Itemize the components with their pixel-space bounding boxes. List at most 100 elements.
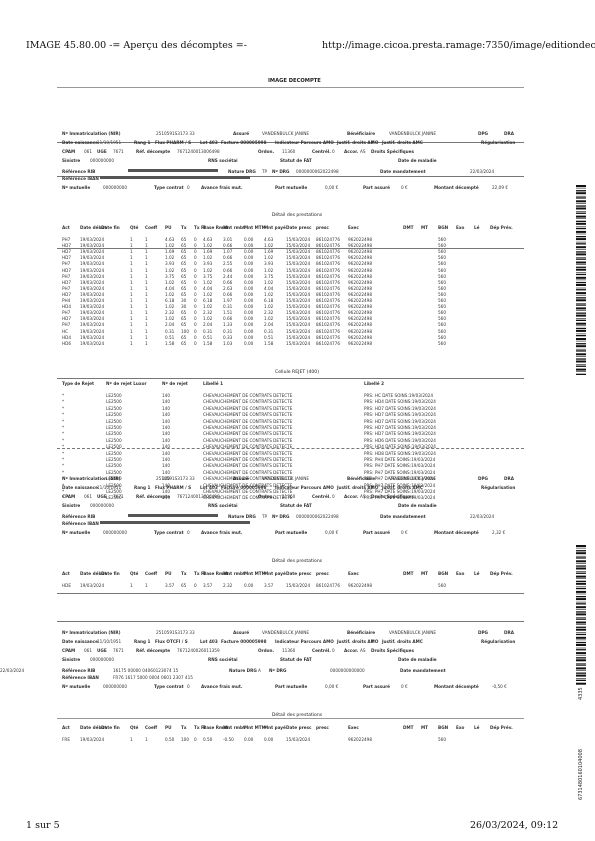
block2-col-header: Qté bbox=[130, 571, 139, 576]
block2-cell: 962022498 bbox=[348, 583, 372, 588]
block2-mutuelle-line: 0,00 € bbox=[325, 530, 339, 535]
barcode-bar bbox=[576, 365, 586, 367]
block1-cell: 560 bbox=[438, 243, 446, 249]
block1-cell: 1.02 bbox=[165, 243, 175, 249]
block2-nir-line: Bénéficiaire bbox=[347, 476, 376, 481]
block1-birth-line: Rang 1 bbox=[134, 140, 151, 145]
block1-cell: 0 bbox=[194, 310, 197, 316]
block1-cell: 1 bbox=[145, 291, 148, 297]
barcode-bar bbox=[576, 664, 586, 666]
block3-sinistre-line: Date de maladie bbox=[398, 657, 437, 662]
barcode-bar bbox=[576, 258, 586, 260]
rejet-cell: LE2500 bbox=[106, 489, 122, 494]
block3-nir-line: Assuré bbox=[233, 630, 250, 635]
block2-col-header: Date fin bbox=[101, 571, 120, 576]
block3-birth-line: 11/10/1951 bbox=[97, 639, 122, 644]
block3-detail-title: Détail des prestations bbox=[271, 713, 323, 718]
block1-cell: 19/03/2024 bbox=[80, 261, 105, 267]
block1-cell: 0 bbox=[194, 322, 197, 328]
rejet-cell: LE2500 bbox=[106, 405, 122, 411]
block1-cell: 1 bbox=[145, 310, 148, 316]
rejet-col-header: Libellé 2 bbox=[364, 381, 385, 386]
block1-iban-label: Référence IBAN bbox=[62, 176, 99, 181]
rejet-cell: LE2500 bbox=[106, 450, 122, 456]
block3-col-header: Base Rmbt bbox=[203, 725, 229, 730]
block1-separator-2 bbox=[57, 176, 524, 177]
barcode-bar bbox=[576, 598, 586, 601]
block1-cell: 1 bbox=[145, 340, 148, 346]
block3-sinistre-line: Statut de FAT bbox=[280, 657, 312, 662]
barcode-bar bbox=[576, 185, 586, 187]
block1-mutuelle-line: 22,09 € bbox=[492, 185, 508, 190]
block2-birth-line: Date naissance bbox=[62, 485, 98, 490]
block2-iban-redacted bbox=[100, 521, 250, 524]
block1-col-header: Date presc bbox=[286, 225, 312, 230]
block3-mutuelle-line: 000000000 bbox=[103, 684, 127, 689]
rejet-cell: * bbox=[62, 495, 65, 501]
rejet-cell: * bbox=[62, 418, 65, 424]
block1-cell: 0.00 bbox=[244, 304, 254, 310]
block1-col-header: PU bbox=[165, 225, 172, 230]
block1-cell: 1 bbox=[130, 316, 133, 322]
barcode-bar bbox=[576, 340, 586, 342]
block1-cell: 861024776 bbox=[316, 304, 340, 310]
block2-cell: 1 bbox=[130, 583, 133, 588]
rejet-cell: 140 bbox=[162, 482, 170, 488]
block1-cell: 4.63 bbox=[165, 237, 175, 242]
block1-cell: 1 bbox=[130, 291, 133, 297]
block3-birth-line: Justif. droits AMO bbox=[337, 639, 379, 644]
block2-birth-line: Régularisation bbox=[481, 485, 516, 490]
barcode-bar bbox=[576, 545, 586, 547]
block1-cell: 0 bbox=[194, 316, 197, 322]
print-header-url[interactable]: http://image.cicoa.presta.ramage:7350/im… bbox=[322, 40, 595, 51]
barcode-bar bbox=[576, 636, 586, 639]
block3-cell: 0.00 bbox=[264, 737, 274, 742]
barcode-bar bbox=[576, 572, 586, 574]
block1-cell: 15/03/2024 bbox=[286, 243, 311, 249]
block1-cell: 861024776 bbox=[316, 298, 340, 303]
block2-mutuelle-line: 0 bbox=[187, 530, 190, 535]
block1-cell: 0.00 bbox=[244, 279, 254, 285]
block3-col-header: Act bbox=[62, 725, 70, 730]
block1-cell: 0.31 bbox=[165, 328, 175, 334]
block1-cell: 560 bbox=[438, 267, 446, 273]
block1-cell: 1.51 bbox=[223, 310, 233, 316]
block1-cell: 1.02 bbox=[264, 304, 274, 310]
block1-cell: 1.33 bbox=[223, 322, 233, 328]
block2-mutuelle-line: 0 € bbox=[401, 530, 408, 535]
rejet-cell: * bbox=[62, 425, 65, 430]
rejet-col-header: Type de Rejet bbox=[62, 381, 95, 386]
block1-cpam-line: 7671240013006498 bbox=[177, 149, 220, 154]
block3-birth-line: Régularisation bbox=[481, 639, 516, 644]
barcode-bar bbox=[576, 563, 586, 564]
block1-col-header: Exec bbox=[348, 225, 359, 230]
barcode-bar bbox=[576, 261, 586, 264]
block2-col-header: Coeff bbox=[145, 571, 158, 576]
block1-cell: 1.97 bbox=[223, 298, 233, 303]
barcode-bar bbox=[576, 565, 586, 567]
block1-cell: 4.04 bbox=[165, 285, 175, 291]
block1-cell: 962022498 bbox=[348, 328, 372, 334]
rejet-cell: CHEVAUCHEMENT DE CONTRATS DETECTE bbox=[203, 393, 293, 398]
rejet-cell: CHEVAUCHEMENT DE CONTRATS DETECTE bbox=[203, 469, 293, 475]
block1-cell: 560 bbox=[438, 261, 446, 267]
block2-birth-line: 11/10/1951 bbox=[97, 485, 122, 490]
block1-cell: 0 bbox=[194, 298, 197, 303]
block1-cpam-line: CPAM bbox=[62, 149, 76, 154]
block2-col-header: BGN bbox=[438, 571, 449, 576]
block1-end-rule bbox=[57, 448, 524, 449]
block1-cell: 19/03/2024 bbox=[80, 334, 105, 340]
block1-cell: 1.69 bbox=[203, 249, 213, 255]
block1-cell: 0 bbox=[194, 273, 197, 279]
barcode-bar bbox=[576, 222, 586, 225]
block3-col-header: Tx bbox=[181, 725, 187, 730]
block1-cell: 0 bbox=[194, 334, 197, 340]
block2-cell: 19/03/2024 bbox=[80, 583, 105, 588]
block1-cell: 0.00 bbox=[244, 334, 254, 340]
block3-birth-line: Lot 403 bbox=[200, 639, 218, 644]
block2-sinistre-line: Date de maladie bbox=[398, 503, 437, 508]
block1-cell: 861024776 bbox=[316, 243, 340, 249]
block3-birth-line: 4 bbox=[371, 639, 374, 644]
block2-birth-line: Rang 1 bbox=[134, 485, 151, 490]
block1-cell: PH7 bbox=[62, 273, 71, 279]
